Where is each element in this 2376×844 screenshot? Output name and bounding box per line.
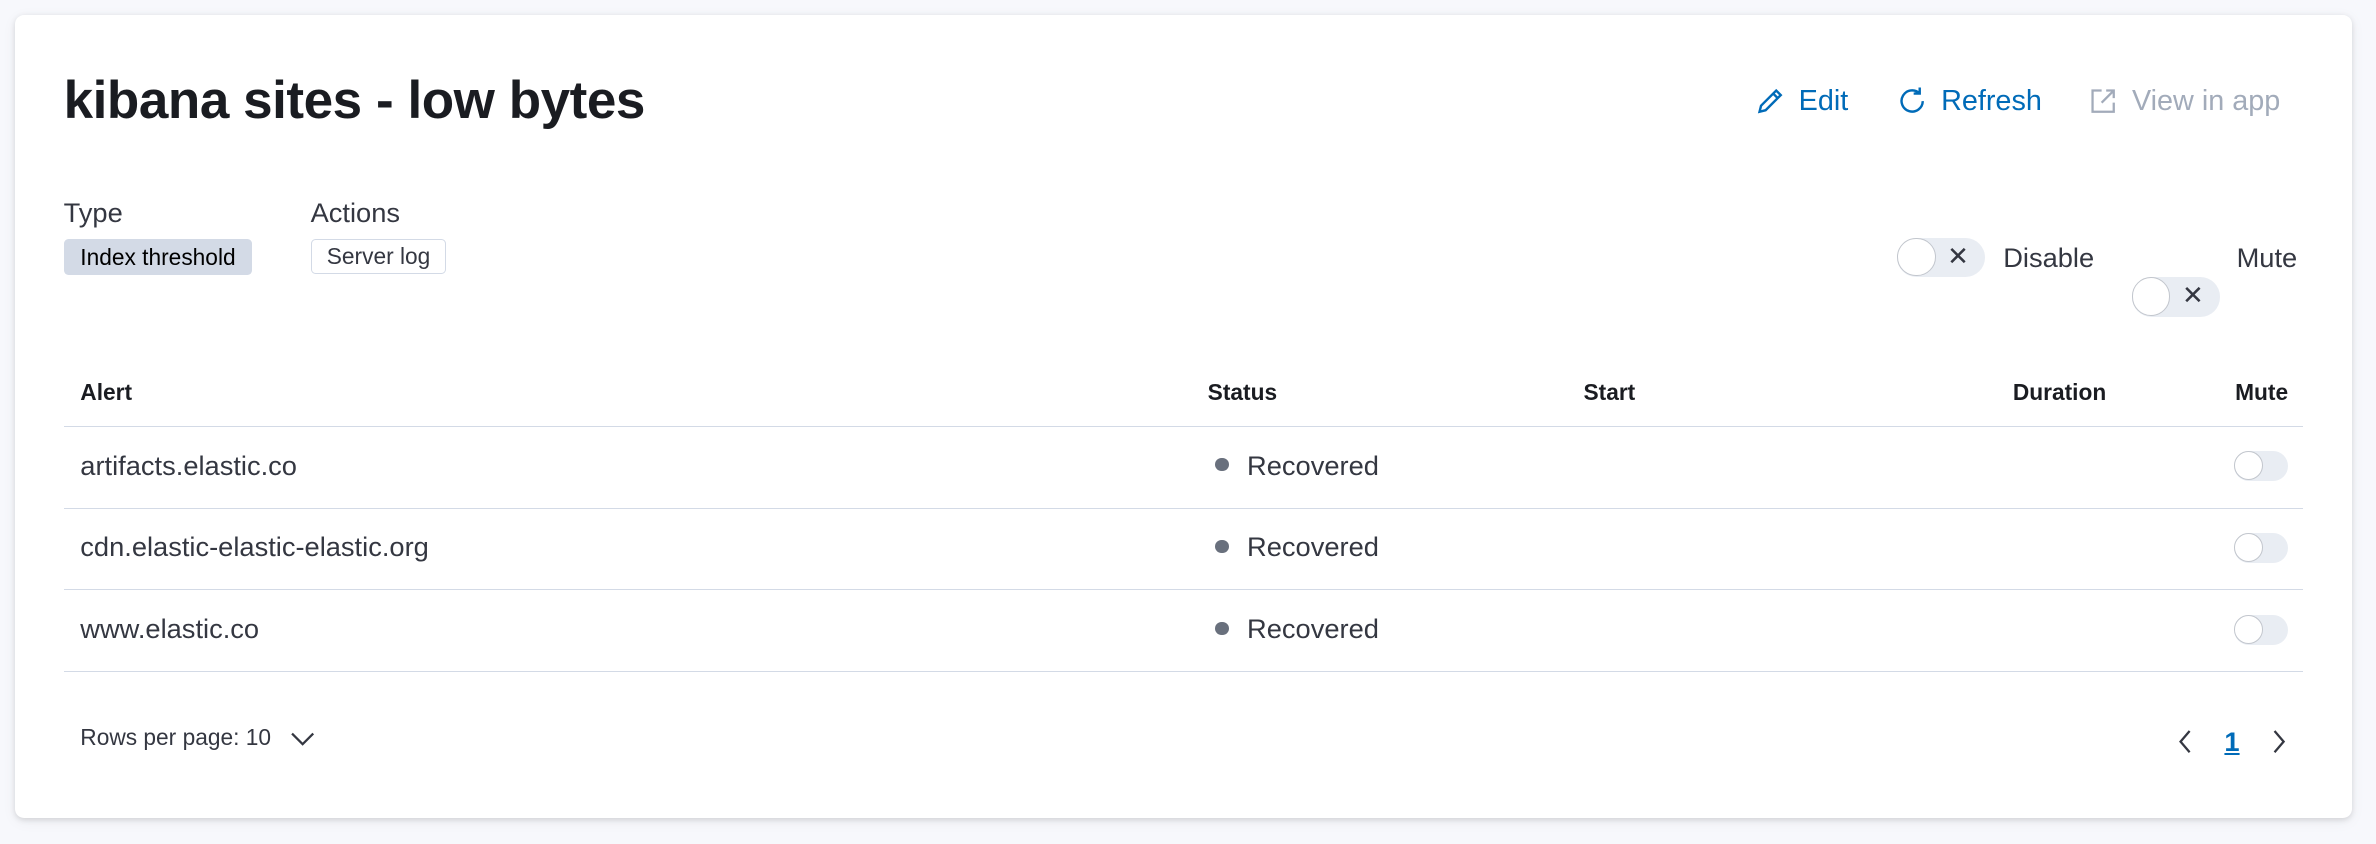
status-dot-icon xyxy=(1215,539,1229,554)
edit-button[interactable]: Edit xyxy=(1755,84,1849,118)
status-cell: Recovered xyxy=(1215,613,1379,645)
page-title: kibana sites - low bytes xyxy=(63,70,646,130)
alert-name: www.elastic.co xyxy=(80,613,260,645)
mute-switch[interactable]: ✕ xyxy=(2132,277,2220,317)
page-1-button[interactable]: 1 xyxy=(2224,725,2240,757)
column-header-start[interactable]: Start xyxy=(1583,378,1636,405)
rows-per-page-label: Rows per page: 10 xyxy=(80,724,271,751)
rows-per-page-button[interactable]: Rows per page: 10 xyxy=(80,724,316,751)
chevron-down-icon xyxy=(291,732,315,746)
alert-name: artifacts.elastic.co xyxy=(80,449,297,481)
view-in-app-button[interactable]: View in app xyxy=(2088,85,2280,118)
status-text: Recovered xyxy=(1247,449,1379,481)
status-cell: Recovered xyxy=(1215,531,1379,563)
refresh-icon xyxy=(1900,87,1925,113)
column-header-alert[interactable]: Alert xyxy=(80,378,133,405)
external-link-icon xyxy=(2091,89,2115,114)
table-row: www.elastic.co Recovered xyxy=(63,589,2304,672)
column-header-status[interactable]: Status xyxy=(1207,378,1278,405)
status-cell: Recovered xyxy=(1215,450,1379,482)
refresh-label: Refresh xyxy=(1941,84,2042,117)
chevron-right-icon[interactable] xyxy=(2270,728,2288,755)
alert-name: cdn.elastic-elastic-elastic.org xyxy=(80,531,429,563)
actions-label: Actions xyxy=(310,196,401,228)
type-label: Type xyxy=(63,196,123,228)
status-text: Recovered xyxy=(1247,613,1379,645)
switch-knob xyxy=(2233,614,2263,644)
cross-icon: ✕ xyxy=(1947,242,1969,271)
switch-knob xyxy=(2233,451,2263,481)
chevron-left-icon[interactable] xyxy=(2176,728,2194,755)
disable-label: Disable xyxy=(2003,242,2095,274)
edit-label: Edit xyxy=(1798,84,1849,117)
status-text: Recovered xyxy=(1247,531,1379,563)
cross-icon: ✕ xyxy=(2182,282,2204,311)
mute-label: Mute xyxy=(2236,242,2298,274)
mute-alert-switch[interactable] xyxy=(2233,532,2289,564)
disable-switch[interactable]: ✕ xyxy=(1897,237,1986,278)
column-header-duration[interactable]: Duration xyxy=(2012,378,2107,405)
refresh-button[interactable]: Refresh xyxy=(1897,85,2042,118)
table-row: artifacts.elastic.co Recovered xyxy=(63,425,2304,507)
switch-knob xyxy=(2132,277,2171,316)
table-row: cdn.elastic-elastic-elastic.org Recovere… xyxy=(63,507,2304,589)
column-header-mute[interactable]: Mute xyxy=(2235,378,2289,405)
view-in-app-label: View in app xyxy=(2131,84,2281,117)
pencil-icon xyxy=(1757,89,1783,114)
switch-knob xyxy=(2233,532,2263,563)
mute-alert-switch[interactable] xyxy=(2233,451,2289,482)
type-badge: Index threshold xyxy=(63,239,253,276)
pagination: 1 xyxy=(2176,726,2288,758)
rule-details-panel: kibana sites - low bytes Edit Refresh Vi… xyxy=(15,15,2352,819)
switch-knob xyxy=(1897,237,1936,277)
status-dot-icon xyxy=(1215,457,1229,472)
action-badge: Server log xyxy=(310,239,447,275)
mute-alert-switch[interactable] xyxy=(2233,614,2289,645)
status-dot-icon xyxy=(1215,621,1229,636)
